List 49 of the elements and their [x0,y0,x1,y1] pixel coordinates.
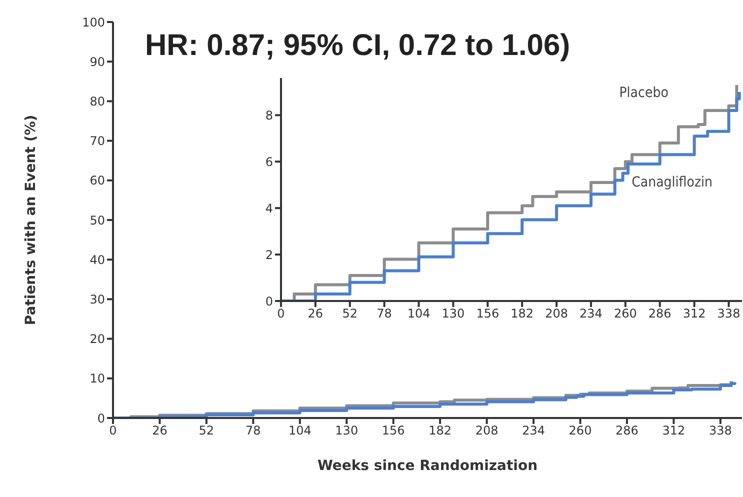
series-label: Canagliflozin [632,174,713,190]
x-tick-label: 78 [246,424,261,438]
x-tick-label: 78 [376,306,392,321]
x-axis-title: Weeks since Randomization [317,458,538,474]
x-tick-label: 234 [580,306,602,321]
y-tick-label: 8 [265,108,273,122]
y-tick-label: 10 [90,372,105,386]
x-tick-label: 286 [648,306,672,321]
x-tick-label: 26 [152,424,168,438]
y-tick-label: 50 [90,213,105,228]
x-tick-label: 260 [568,424,592,438]
x-tick-label: 208 [475,424,498,438]
series-label: Placebo [619,84,669,101]
y-tick-label: 30 [90,292,105,306]
y-tick-label: 4 [265,201,273,216]
annotation: HR: 0.87; 95% CI, 0.72 to 1.06) [145,28,572,64]
x-tick-label: 260 [614,306,637,321]
y-tick-label: 100 [82,15,105,30]
x-tick-label: 338 [708,424,732,438]
x-tick-label: 104 [288,424,312,438]
x-tick-label: 130 [335,424,358,438]
y-axis-title: Patients with an Event (%) [22,114,39,326]
x-tick-label: 130 [442,306,465,321]
y-tick-label: 60 [90,174,105,188]
x-tick-label: 312 [662,424,686,438]
x-tick-label: 26 [308,306,324,321]
y-tick-label: 0 [265,294,273,308]
y-tick-label: 0 [97,411,105,426]
x-tick-label: 182 [510,306,534,321]
y-tick-label: 6 [265,154,273,169]
y-tick-label: 2 [265,248,273,262]
x-tick-label: 0 [109,424,117,438]
y-tick-label: 80 [90,94,105,108]
y-tick-label: 40 [90,252,105,267]
x-tick-label: 156 [476,306,500,321]
x-tick-label: 0 [277,306,285,321]
x-tick-label: 182 [428,424,452,438]
x-tick-label: 208 [545,306,568,321]
x-tick-label: 286 [616,424,638,438]
x-tick-label: 338 [717,306,740,321]
x-tick-label: 104 [407,306,430,321]
x-tick-label: 52 [342,306,358,321]
x-tick-label: 156 [382,424,405,438]
x-tick-label: 52 [198,424,214,438]
y-tick-label: 20 [90,332,105,346]
y-tick-label: 90 [90,54,105,69]
x-tick-label: 312 [682,306,706,321]
y-tick-label: 70 [90,134,105,148]
x-tick-label: 234 [522,424,545,438]
